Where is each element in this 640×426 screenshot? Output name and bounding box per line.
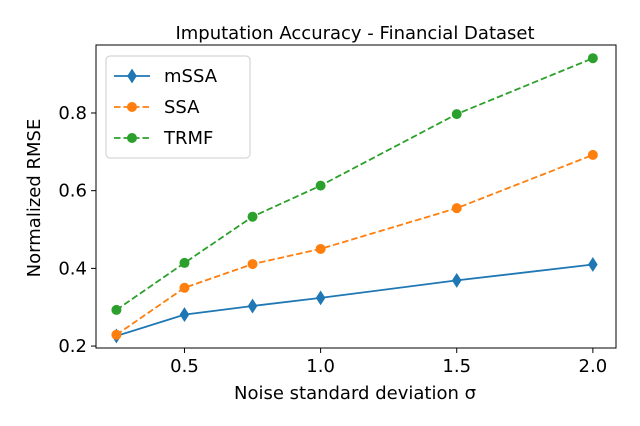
legend-label: mSSA [164,66,218,87]
series-line-ssa [115,154,594,336]
legend-items: mSSA SSA TRMF [114,66,218,149]
x-tick-label: 1.0 [306,356,335,377]
legend-label: SSA [164,97,200,118]
chart-title: Imputation Accuracy - Financial Dataset [175,23,534,44]
data-point-mssa [179,307,190,323]
series-line-mssa [116,263,594,337]
data-point-ssa [587,149,598,160]
data-point-trmf [111,304,122,315]
data-point-mssa [247,298,258,314]
data-point-ssa [247,259,258,270]
ticks-layer: 0.5 1.0 1.5 2.0 0.2 0.4 0.6 0.8 [58,103,607,377]
legend-marker [127,68,137,84]
data-point-ssa [315,243,326,254]
data-point-ssa [111,329,122,340]
plot-frame [95,44,617,349]
series-ssa [111,149,598,340]
x-tick-label: 1.5 [442,356,471,377]
legend: mSSA SSA TRMF [105,55,251,159]
data-point-mssa [588,257,598,272]
legend-marker [127,102,137,112]
legend-marker [127,133,137,143]
data-point-ssa [179,282,190,293]
data-point-mssa [451,272,462,288]
x-tick-label: 0.5 [170,356,199,377]
x-tick-label: 2.0 [579,356,608,377]
y-tick-label: 0.2 [58,336,87,357]
y-tick-label: 0.4 [58,258,87,279]
y-axis-label: Normalized RMSE [24,119,45,278]
legend-frame [105,55,251,159]
data-point-trmf [315,180,326,191]
legend-item-mssa: mSSA [114,66,218,87]
series-layer [111,53,598,344]
legend-label: TRMF [163,128,213,149]
data-point-trmf [587,53,598,64]
data-point-trmf [451,109,462,120]
y-tick-label: 0.6 [58,181,87,202]
x-axis-label: Noise standard deviation σ [234,383,476,404]
data-point-trmf [179,257,190,268]
data-point-mssa [315,290,326,306]
legend-item-trmf: TRMF [114,128,213,149]
legend-item-ssa: SSA [114,97,200,118]
y-tick-label: 0.8 [58,103,87,124]
series-mssa [111,257,598,344]
data-point-ssa [451,203,462,214]
series-line-trmf [115,57,594,311]
data-point-trmf [247,211,258,222]
series-trmf [111,53,598,315]
